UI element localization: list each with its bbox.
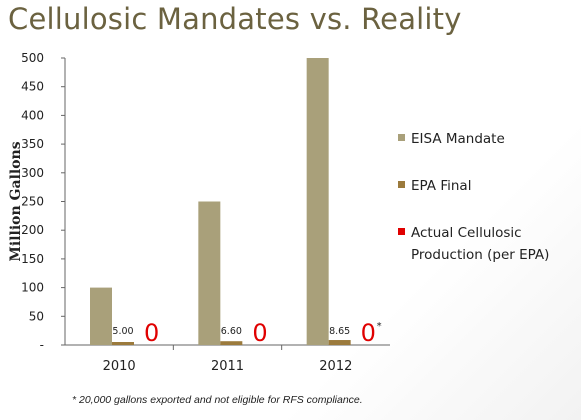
y-axis-title: Million Gallons (8, 141, 24, 261)
legend-item-eisa-mandate: EISA Mandate (398, 128, 581, 150)
legend-label-epa: EPA Final (411, 178, 472, 194)
y-tick-label: 450 (21, 80, 44, 94)
data-label-actual: 0 (144, 319, 159, 347)
legend-swatch-epa (398, 181, 405, 188)
legend-swatch-actual (398, 228, 405, 235)
legend-label-eisa: EISA Mandate (411, 131, 505, 147)
y-tick-label: 200 (21, 223, 44, 237)
data-label-epa: 6.60 (221, 326, 242, 337)
bar-epa-final (112, 342, 134, 345)
bar-epa-final (328, 340, 351, 345)
y-tick-label: 50 (29, 309, 44, 323)
y-tick-label: 400 (21, 108, 44, 122)
chart-title: Cellulosic Mandates vs. Reality (8, 2, 462, 36)
y-tick-label: 300 (21, 166, 44, 180)
x-tick-label: 2010 (103, 359, 136, 374)
y-tick-label: 500 (21, 51, 44, 65)
legend-swatch-eisa (398, 134, 405, 141)
y-tick-label: - (40, 338, 44, 352)
data-label-actual: 0 (361, 319, 376, 347)
y-tick-label: 100 (21, 281, 44, 295)
data-label-epa: 8.65 (329, 326, 350, 337)
y-tick-label: 350 (21, 137, 44, 151)
footnote-marker: * (377, 321, 382, 332)
bar-epa-final (220, 341, 243, 345)
bar-eisa-mandate (306, 58, 329, 345)
legend-label-actual: Actual Cellulosic Production (per EPA) (411, 225, 550, 263)
footnote: * 20,000 gallons exported and not eligib… (72, 394, 363, 406)
legend-item-epa-final: EPA Final (398, 175, 581, 197)
legend-item-actual-production: Actual Cellulosic Production (per EPA) (398, 222, 581, 266)
y-tick-label: 150 (21, 252, 44, 266)
data-label-epa: 5.00 (112, 326, 133, 337)
bar-eisa-mandate (90, 287, 112, 345)
x-tick-label: 2011 (211, 359, 244, 374)
bar-eisa-mandate (198, 201, 221, 345)
data-label-actual: 0 (252, 319, 267, 347)
y-tick-label: 250 (21, 195, 44, 209)
x-tick-label: 2012 (319, 359, 352, 374)
